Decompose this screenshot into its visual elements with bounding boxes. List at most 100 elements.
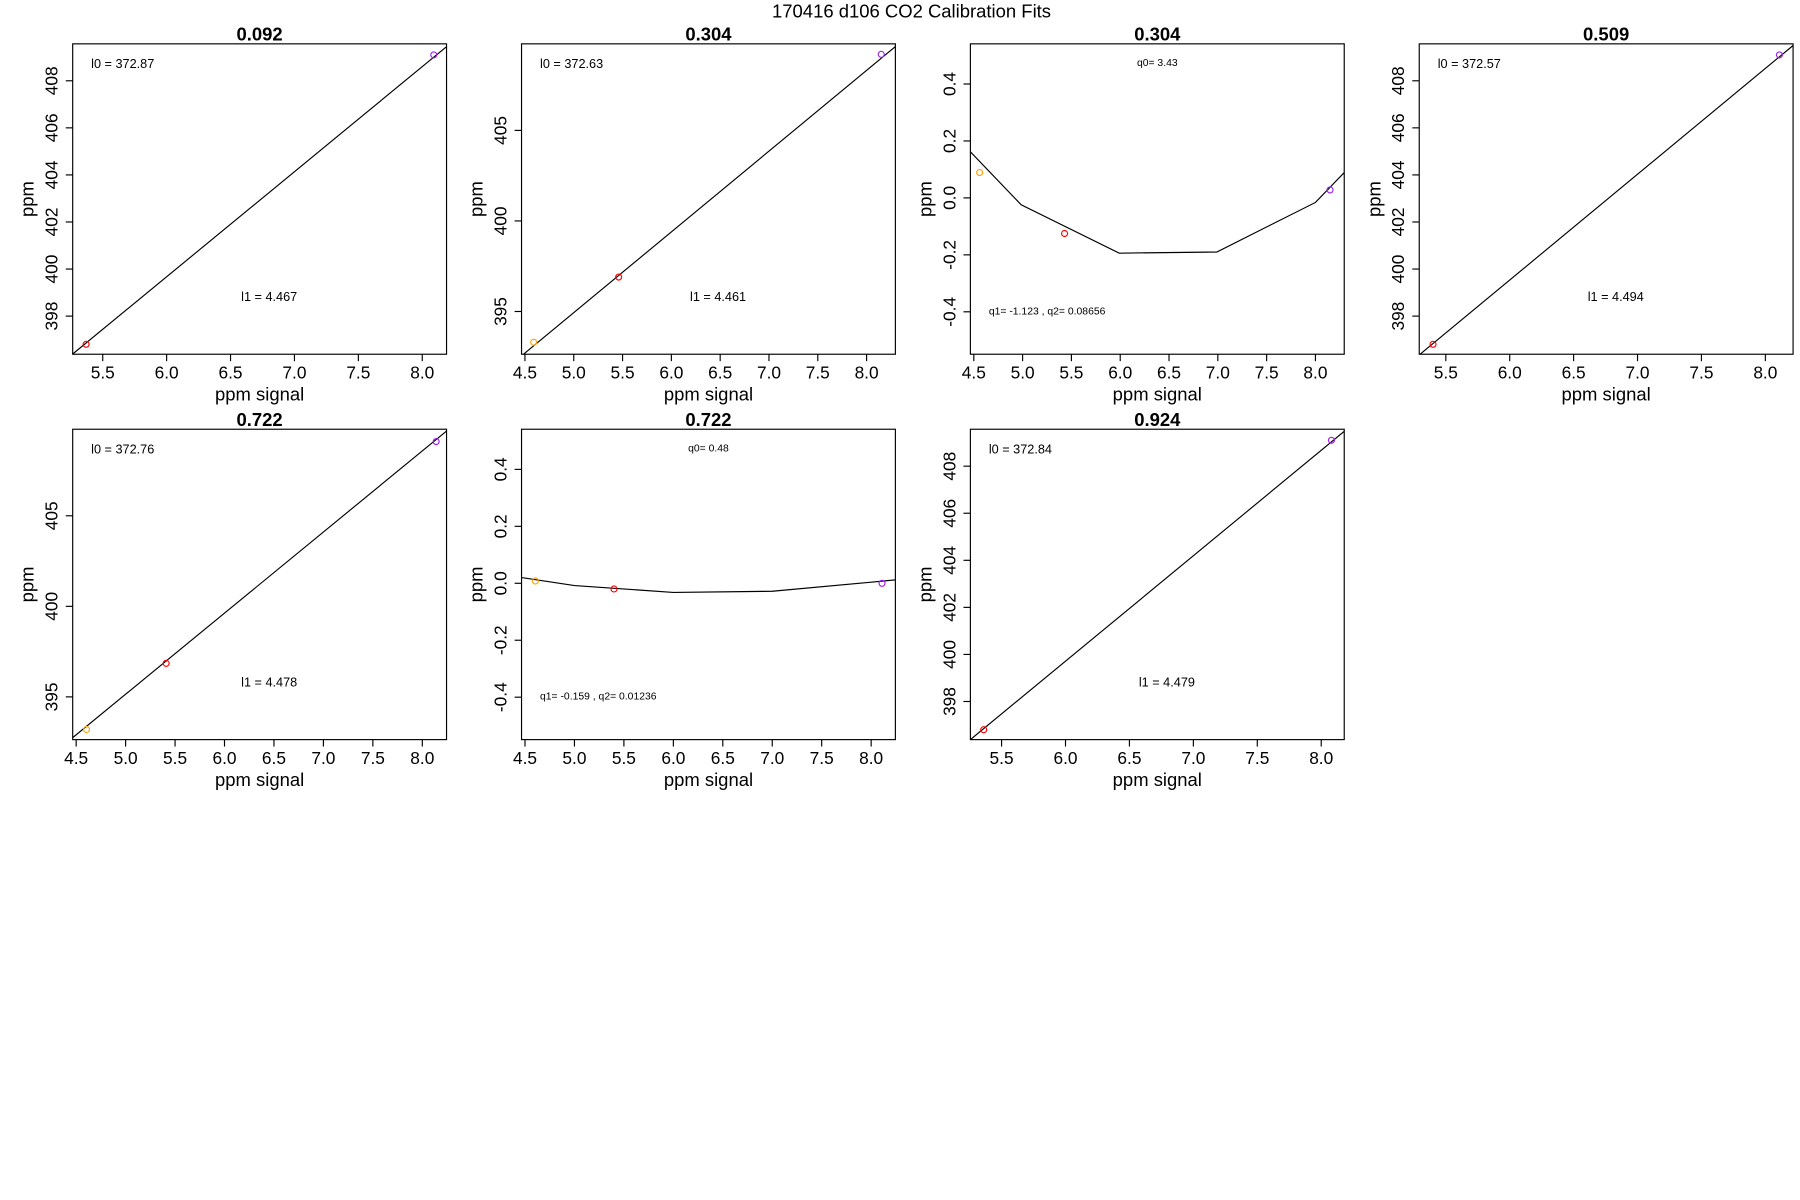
y-tick-label: 400 [490, 207, 510, 236]
y-tick-label: 408 [42, 66, 62, 95]
y-tick-label: 406 [42, 113, 62, 142]
fit-line [72, 430, 447, 739]
x-tick-label: 6.0 [155, 362, 179, 382]
y-tick-label: 404 [1388, 160, 1408, 189]
panel: 0.092 ppm signal ppm 5.5 6.0 6.5 7.0 7.5 8.0 398 4… [17, 24, 448, 405]
y-tick-label: 398 [1388, 302, 1408, 331]
y-axis-label: ppm [17, 181, 38, 217]
fit-line [72, 46, 447, 355]
x-tick-label: 7.0 [311, 748, 335, 768]
fit-annotation: q0= 3.43 [1137, 58, 1178, 69]
data-point [1061, 229, 1069, 238]
panel-title: 0.304 [1134, 24, 1181, 45]
y-tick-label: 0.0 [939, 186, 959, 210]
fit-annotation: l1 = 4.478 [241, 675, 297, 689]
fit-line [1419, 45, 1794, 355]
fit-annotation: l1 = 4.479 [1139, 675, 1195, 689]
x-tick-label: 6.0 [1498, 362, 1522, 382]
fit-line [521, 577, 896, 593]
x-tick-label: 6.0 [1108, 362, 1132, 382]
x-tick-label: 6.5 [711, 748, 735, 768]
fit-annotation: q1= -0.159 , q2= 0.01236 [540, 692, 657, 703]
data-point [430, 51, 438, 59]
y-tick-label: 400 [1388, 255, 1408, 284]
fit-annotation: l0 = 372.57 [1438, 57, 1501, 71]
x-tick-label: 5.5 [1434, 362, 1458, 382]
x-tick-label: 6.5 [262, 748, 286, 768]
plot-frame [72, 428, 448, 741]
x-axis-label: ppm signal [1113, 769, 1202, 790]
panel: 0.722 ppm signal ppm 4.5 5.0 5.5 6.0 6.5 7.0 7.5 8… [466, 409, 896, 790]
y-tick-label: 405 [490, 116, 510, 145]
x-axis-label: ppm signal [664, 384, 753, 405]
y-tick-label: 0.0 [490, 571, 510, 595]
y-tick-label: 408 [939, 452, 959, 481]
x-tick-label: 8.0 [410, 362, 434, 382]
plot-frame [520, 43, 896, 355]
x-tick-label: 8.0 [1309, 748, 1333, 768]
data-point [530, 338, 538, 346]
panel-title: 0.092 [237, 24, 283, 45]
x-tick-label: 7.0 [282, 362, 306, 382]
fit-line [522, 46, 896, 355]
panel: 0.924 ppm signal ppm 5.5 6.0 6.5 7.0 7.5 8.0 398 4… [914, 409, 1345, 790]
fit-annotation: l1 = 4.467 [241, 290, 297, 304]
data-point [615, 273, 623, 281]
x-tick-label: 5.5 [612, 748, 636, 768]
y-tick-label: 0.2 [490, 514, 510, 538]
y-tick-label: 0.2 [939, 129, 959, 153]
y-tick-label: 0.4 [490, 457, 510, 481]
plot-frame [1418, 43, 1794, 355]
x-tick-label: 6.5 [219, 362, 243, 382]
y-tick-label: 406 [939, 499, 959, 528]
x-tick-label: 6.0 [212, 748, 236, 768]
y-tick-label: 400 [939, 640, 959, 669]
x-tick-label: 7.0 [757, 362, 781, 382]
y-tick-label: 398 [939, 687, 959, 716]
y-tick-label: 395 [42, 682, 62, 711]
fit-line [970, 430, 1345, 740]
y-tick-label: 0.4 [939, 72, 959, 96]
data-point [1429, 340, 1437, 348]
panel-title: 0.924 [1134, 409, 1181, 430]
x-tick-label: 6.5 [1117, 748, 1141, 768]
plot-frame [969, 43, 1345, 355]
x-tick-label: 5.5 [611, 362, 635, 382]
x-tick-label: 6.0 [659, 362, 683, 382]
data-point [877, 50, 885, 58]
data-point [1327, 436, 1336, 444]
x-tick-label: 6.0 [661, 748, 685, 768]
data-point [162, 659, 170, 667]
y-tick-label: 402 [939, 593, 959, 622]
panel: 0.722 ppm signal ppm 4.5 5.0 5.5 6.0 6.5 7.0 7.5 8… [17, 409, 448, 790]
x-tick-label: 4.5 [64, 748, 88, 768]
y-axis-label: ppm [1363, 181, 1384, 217]
y-tick-label: -0.2 [490, 625, 510, 655]
data-point [1775, 51, 1783, 59]
y-tick-label: 395 [490, 297, 510, 326]
y-tick-label: 404 [42, 160, 62, 189]
y-tick-label: 400 [42, 255, 62, 284]
x-tick-label: 5.0 [1011, 362, 1035, 382]
x-tick-label: 8.0 [410, 748, 434, 768]
panel-title: 0.722 [685, 409, 731, 430]
data-point [610, 585, 618, 593]
x-tick-label: 7.5 [346, 362, 370, 382]
fit-annotation: l0 = 372.76 [91, 442, 154, 456]
x-tick-label: 8.0 [855, 362, 879, 382]
panel: 0.304 ppm signal ppm 4.5 5.0 5.5 6.0 6.5 7.0 7.5 8… [466, 24, 896, 405]
figure-title: 170416 d106 CO2 Calibration Fits [772, 1, 1051, 22]
plot-frame [969, 428, 1345, 741]
x-tick-label: 4.5 [513, 362, 537, 382]
data-point [82, 340, 90, 348]
x-tick-label: 4.5 [513, 748, 537, 768]
y-axis-label: ppm [914, 566, 935, 602]
panel-title: 0.722 [237, 409, 283, 430]
y-axis-label: ppm [17, 566, 38, 602]
x-tick-label: 6.0 [1053, 748, 1077, 768]
x-tick-label: 7.5 [1245, 748, 1269, 768]
panel: 0.304 ppm signal ppm 4.5 5.0 5.5 6.0 6.5 7.0 7.5 8… [914, 24, 1345, 405]
y-axis-label: ppm [466, 181, 487, 217]
